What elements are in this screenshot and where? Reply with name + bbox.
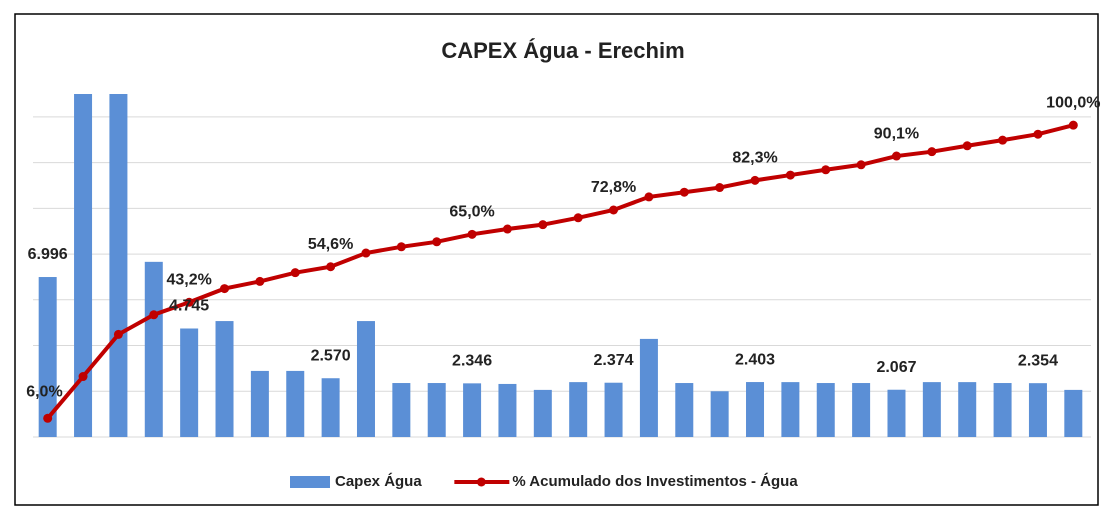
line-point — [538, 220, 548, 230]
line-point — [891, 151, 901, 161]
bar — [392, 383, 411, 437]
bar — [887, 389, 906, 437]
data-label: 4.745 — [169, 298, 209, 315]
line-point — [78, 372, 88, 382]
data-label: 2.403 — [735, 351, 775, 368]
bar — [533, 389, 552, 437]
bar — [74, 94, 93, 437]
line-point — [927, 147, 937, 157]
bar — [1028, 383, 1047, 437]
bar — [286, 370, 305, 437]
line-point — [326, 262, 336, 272]
data-label: 2.570 — [311, 347, 351, 364]
bar — [109, 94, 128, 437]
line-point — [432, 237, 442, 247]
line-point — [149, 310, 159, 320]
bar — [321, 378, 340, 437]
line-point — [290, 268, 300, 278]
legend-label: % Acumulado dos Investimentos - Água — [512, 473, 798, 490]
data-label: 65,0% — [449, 204, 494, 221]
line-point — [856, 160, 866, 170]
line-point — [43, 413, 53, 423]
data-label: 43,2% — [166, 272, 211, 289]
bar — [746, 382, 765, 437]
line-point — [1068, 120, 1078, 130]
bar — [958, 382, 977, 437]
bar — [38, 277, 57, 437]
line-point — [644, 192, 654, 202]
data-label: 6.996 — [28, 246, 68, 263]
bar — [1064, 389, 1083, 437]
bar — [639, 338, 658, 437]
bar — [356, 321, 375, 437]
line-point — [821, 165, 831, 175]
bar — [498, 383, 517, 437]
bar — [816, 383, 835, 437]
line-point — [998, 135, 1008, 145]
line-point — [785, 170, 795, 180]
data-label: 54,6% — [308, 236, 353, 253]
line-point — [467, 229, 477, 239]
line-point — [502, 224, 512, 234]
data-label: 2.067 — [876, 359, 916, 376]
line-point — [962, 141, 972, 151]
data-label: 2.346 — [452, 353, 492, 370]
bar — [993, 383, 1012, 437]
data-label: 2.374 — [594, 352, 634, 369]
chart-title: CAPEX Água - Erechim — [441, 38, 684, 63]
bar — [710, 391, 729, 437]
bar — [427, 383, 446, 437]
line-point — [255, 276, 265, 286]
bar — [604, 382, 623, 437]
data-label: 82,3% — [732, 150, 777, 167]
bar — [180, 328, 199, 437]
bar — [215, 321, 234, 437]
line-point — [679, 187, 689, 197]
bar — [144, 261, 163, 437]
line-point — [1033, 129, 1043, 139]
bar — [250, 370, 269, 437]
line-point — [609, 205, 619, 215]
line-point — [573, 213, 583, 223]
line-point — [750, 175, 760, 185]
line-point — [184, 297, 194, 307]
data-label: 6,0% — [26, 384, 62, 401]
data-label: 2.354 — [1018, 352, 1058, 369]
line-point — [113, 329, 123, 339]
line-point — [361, 248, 371, 258]
line-point — [396, 242, 406, 252]
bar — [852, 383, 871, 437]
legend-swatch — [290, 476, 330, 488]
bar — [463, 383, 482, 437]
line — [46, 123, 1074, 420]
bar — [675, 383, 694, 437]
legend-label: Capex Água — [335, 473, 422, 490]
data-label: 100,0% — [1046, 94, 1100, 111]
data-label: 90,1% — [874, 125, 919, 142]
bar — [922, 382, 941, 437]
bar — [569, 382, 588, 437]
data-label: 72,8% — [591, 179, 636, 196]
legend-swatch — [476, 477, 486, 487]
line-point — [220, 284, 230, 294]
bar — [781, 382, 800, 437]
line-point — [715, 183, 725, 193]
